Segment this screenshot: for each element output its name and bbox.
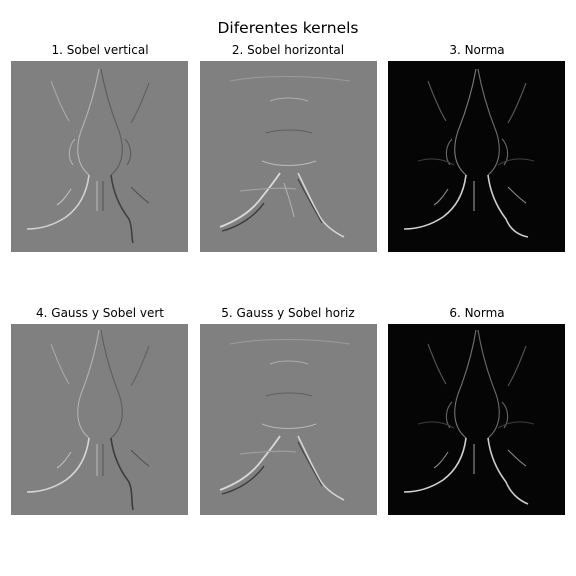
panel-title-4: 4. Gauss y Sobel vert [36, 306, 164, 320]
gauss-sobel-vert-image [26, 329, 150, 511]
panel-gauss-sobel-horiz [200, 324, 377, 515]
figure-title: Diferentes kernels [217, 19, 359, 37]
norma-1-image [403, 68, 535, 238]
gauss-sobel-horiz-image [219, 338, 351, 501]
panel-norma-2 [388, 324, 565, 515]
panel-norma-1 [388, 61, 565, 252]
panel-title-1: 1. Sobel vertical [51, 43, 149, 57]
sobel-horizontal-image [219, 75, 351, 238]
norma-2-image [403, 329, 535, 505]
sobel-vertical-image [26, 68, 150, 244]
panel-sobel-vertical [11, 61, 188, 252]
panel-title-6: 6. Norma [449, 306, 505, 320]
panel-sobel-horizontal [200, 61, 377, 252]
panel-gauss-sobel-vert [11, 324, 188, 515]
panel-title-2: 2. Sobel horizontal [231, 43, 345, 57]
panel-title-5: 5. Gauss y Sobel horiz [221, 306, 355, 320]
panel-title-3: 3. Norma [449, 43, 505, 57]
